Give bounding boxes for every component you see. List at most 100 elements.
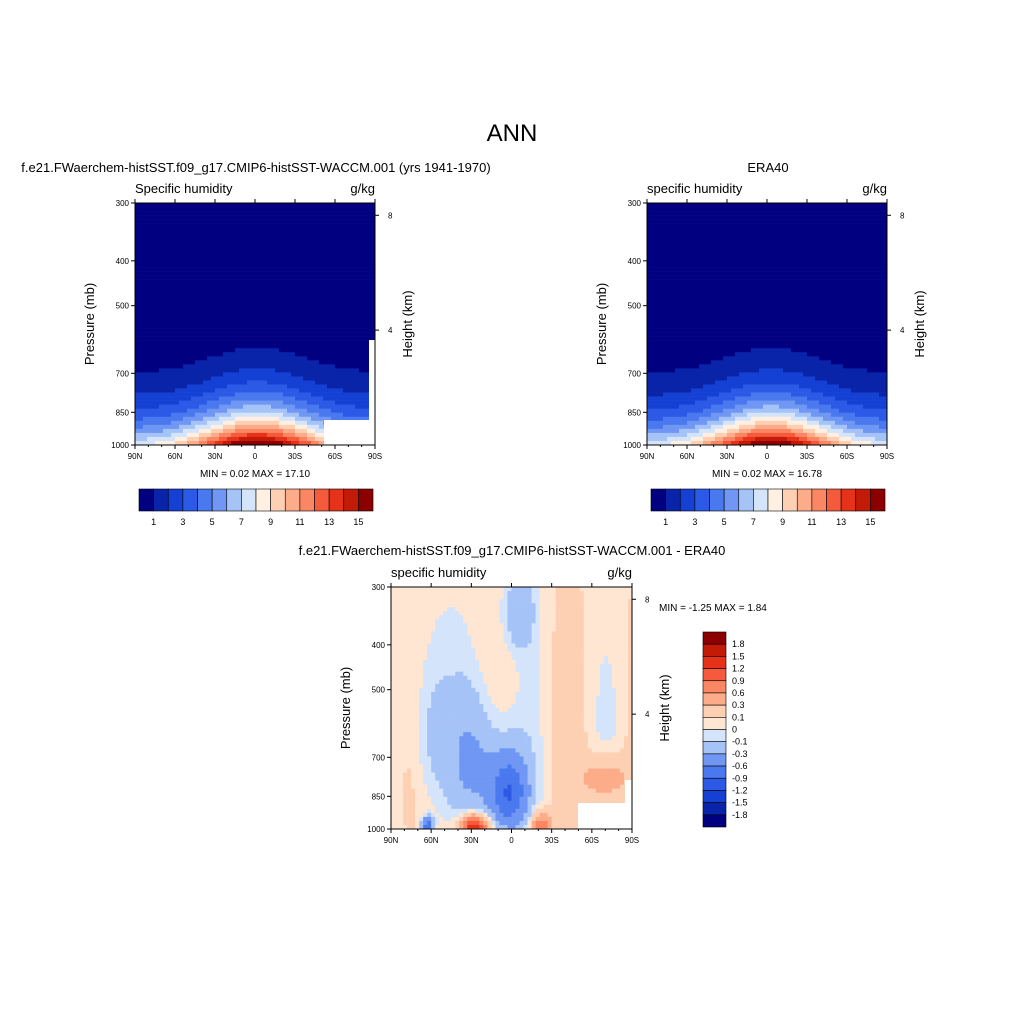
field-cell (651, 263, 656, 268)
field-cell (199, 275, 204, 280)
field-cell (235, 376, 240, 381)
field-cell (135, 247, 140, 252)
field-cell (871, 279, 876, 284)
field-cell (203, 432, 208, 438)
field-cell (655, 207, 660, 212)
field-cell (299, 247, 304, 252)
field-cell (251, 428, 256, 434)
field-cell (831, 279, 836, 284)
field-cell (291, 324, 296, 329)
field-cell (279, 287, 284, 293)
field-cell (747, 243, 752, 248)
field-cell (695, 275, 700, 280)
field-cell (171, 412, 176, 418)
field-cell (275, 432, 280, 438)
field-cell (195, 404, 200, 409)
field-cell (135, 315, 140, 321)
field-cell (151, 223, 156, 228)
field-cell (175, 420, 180, 426)
field-cell (723, 207, 728, 212)
field-cell (363, 283, 368, 288)
field-cell (175, 235, 180, 240)
field-cell (283, 356, 288, 361)
field-cell (827, 251, 832, 256)
field-cell (787, 259, 792, 264)
field-cell (363, 227, 368, 232)
missing-data-patch (324, 420, 375, 445)
field-cell (203, 344, 208, 349)
field-cell (735, 219, 740, 224)
field-cell (211, 243, 216, 248)
field-cell (303, 295, 308, 301)
field-cell (347, 211, 352, 216)
field-cell (159, 267, 164, 272)
field-cell (175, 364, 180, 369)
field-cell (703, 235, 708, 240)
field-cell (251, 299, 256, 305)
field-cell (175, 247, 180, 252)
field-cell (367, 251, 372, 256)
field-cell (355, 251, 360, 256)
field-cell (303, 239, 308, 244)
field-cell (179, 408, 184, 414)
field-cell (339, 332, 344, 337)
field-cell (663, 279, 668, 284)
field-cell (363, 271, 368, 276)
field-cell (199, 307, 204, 313)
field-cell (723, 231, 728, 236)
field-cell (867, 255, 872, 260)
field-cell (235, 275, 240, 280)
field-cell (335, 299, 340, 305)
field-cell (227, 384, 232, 389)
field-cell (151, 275, 156, 280)
field-cell (299, 348, 304, 353)
field-cell (707, 255, 712, 260)
field-cell (343, 211, 348, 216)
field-cell (371, 271, 376, 276)
field-cell (827, 283, 832, 288)
field-cell (139, 380, 144, 385)
field-cell (675, 219, 680, 224)
field-cell (187, 243, 192, 248)
field-cell (787, 231, 792, 236)
field-cell (743, 243, 748, 248)
field-cell (347, 348, 352, 353)
field-cell (771, 255, 776, 260)
field-cell (307, 319, 312, 325)
field-cell (271, 328, 276, 333)
field-cell (251, 295, 256, 301)
field-cell (655, 247, 660, 252)
field-cell (219, 231, 224, 236)
field-cell (723, 247, 728, 252)
field-cell (243, 364, 248, 369)
field-cell (239, 275, 244, 280)
field-cell (327, 303, 332, 309)
field-cell (827, 219, 832, 224)
field-cell (263, 356, 268, 361)
field-cell (179, 352, 184, 357)
field-cell (671, 283, 676, 288)
field-cell (243, 283, 248, 288)
field-cell (655, 215, 660, 220)
field-cell (203, 392, 208, 397)
field-cell (183, 291, 188, 297)
field-cell (239, 203, 244, 208)
field-cell (163, 344, 168, 349)
field-cell (195, 352, 200, 357)
field-cell (231, 376, 236, 381)
field-cell (199, 340, 204, 345)
field-cell (311, 275, 316, 280)
field-cell (151, 424, 156, 430)
field-cell (267, 247, 272, 252)
field-cell (135, 380, 140, 385)
field-cell (295, 275, 300, 280)
field-cell (719, 263, 724, 268)
field-cell (195, 227, 200, 232)
field-cell (879, 251, 884, 256)
field-cell (179, 336, 184, 341)
field-cell (191, 384, 196, 389)
field-cell (299, 436, 304, 442)
field-cell (287, 263, 292, 268)
field-cell (175, 203, 180, 208)
field-cell (359, 299, 364, 305)
